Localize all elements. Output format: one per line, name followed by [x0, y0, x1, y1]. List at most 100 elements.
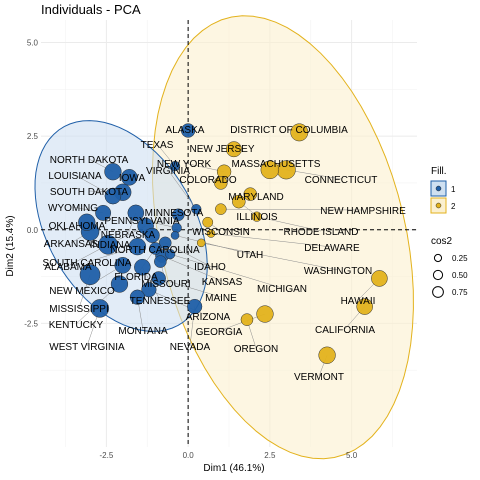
label-kansas: KANSAS: [202, 277, 243, 288]
point-south-carolina: [128, 237, 147, 256]
x-axis-title: Dim1 (46.1%): [203, 463, 264, 474]
point-new-mexico: [114, 257, 132, 274]
reference-lines: [41, 20, 417, 447]
label-maryland: MARYLAND: [228, 192, 283, 203]
label-louisiana: LOUISIANA: [48, 171, 102, 182]
y-tick-label: 0.0: [27, 226, 39, 235]
legend-fill-title: Fill.: [431, 166, 447, 177]
label-leader: [158, 278, 222, 298]
label-rhode-island: RHODE ISLAND: [283, 227, 358, 238]
label-colorado: COLORADO: [179, 175, 236, 186]
label-tennessee: TENNESSEE: [130, 296, 191, 307]
label-leader: [167, 169, 197, 210]
label-arkansas: ARKANSAS: [44, 239, 99, 250]
point-maryland: [243, 187, 258, 201]
legend-size-label: 0.75: [452, 288, 468, 297]
x-tick-label: 0.0: [183, 451, 195, 460]
label-west-virginia: WEST VIRGINIA: [49, 342, 125, 353]
point-idaho: [158, 236, 172, 250]
point-nebraska: [127, 204, 145, 222]
point-district-of-columbia: [290, 123, 309, 142]
label-montana: MONTANA: [118, 326, 168, 337]
label-missouri: MISSOURI: [141, 279, 190, 290]
point-utah: [170, 231, 180, 240]
label-new-hampshire: NEW HAMPSHIRE: [320, 206, 406, 217]
label-maine: MAINE: [205, 293, 237, 304]
label-illinois: ILLINOIS: [236, 212, 277, 223]
legend-label-1: 1: [451, 185, 456, 194]
legend-key-dot-1: [435, 185, 442, 192]
point-illinois: [232, 194, 246, 209]
point-nevada: [187, 298, 203, 315]
label-new-york: NEW YORK: [157, 159, 212, 170]
label-washington: WASHINGTON: [304, 266, 372, 277]
x-tick-label: 5.0: [346, 451, 358, 460]
point-alabama: [98, 234, 118, 255]
x-tick-label: -2.5: [99, 451, 113, 460]
point-texas: [169, 160, 181, 172]
label-hawaii: HAWAII: [341, 296, 376, 307]
point-rhode-island: [251, 211, 262, 222]
point-oklahoma: [78, 213, 96, 231]
data-points: [78, 123, 388, 364]
point-north-carolina: [144, 227, 160, 243]
label-idaho: IDAHO: [194, 262, 226, 273]
legend-label-2: 2: [451, 202, 456, 211]
label-minnesota: MINNESOTA: [145, 208, 204, 219]
label-michigan: MICHIGAN: [257, 284, 307, 295]
label-oregon: OREGON: [234, 344, 278, 355]
point-iowa: [120, 169, 138, 186]
label-massachusetts: MASSACHUSETTS: [232, 159, 321, 170]
legend-size-key: [433, 253, 443, 263]
point-florida: [149, 242, 162, 255]
label-arizona: ARIZONA: [186, 312, 231, 323]
point-alaska: [180, 123, 196, 138]
point-louisiana: [104, 187, 122, 205]
point-oregon: [240, 313, 254, 326]
label-oklahoma: OKLAHOMA: [49, 221, 106, 232]
point-wisconsin: [202, 216, 214, 228]
label-delaware: DELAWARE: [304, 243, 360, 254]
point-michigan: [165, 249, 176, 260]
label-mississippi: MISSISSIPPI: [49, 304, 108, 315]
point-wyoming: [95, 204, 112, 221]
label-leader: [86, 246, 138, 263]
label-leader: [165, 242, 211, 267]
point-georgia: [256, 305, 274, 323]
point-north-dakota: [104, 163, 122, 181]
legend-key-dot-2: [435, 202, 442, 209]
point-missouri: [154, 255, 167, 268]
label-leader: [161, 255, 223, 282]
ellipse-group-2: [151, 15, 414, 460]
label-leader: [170, 253, 283, 289]
point-new-hampshire: [215, 203, 227, 215]
label-leader: [201, 242, 339, 271]
point-montana: [129, 289, 146, 305]
label-new-mexico: NEW MEXICO: [49, 286, 115, 297]
chart-title: Individuals - PCA: [41, 2, 141, 17]
point-west-virginia: [90, 299, 110, 318]
label-texas: TEXAS: [141, 140, 174, 151]
legend-size-key: [432, 269, 444, 281]
point-massachusetts: [260, 160, 280, 180]
point-kentucky: [110, 275, 129, 293]
label-california: CALIFORNIA: [315, 325, 375, 336]
point-virginia: [191, 204, 202, 215]
point-minnesota: [172, 208, 185, 222]
point-arizona: [141, 282, 157, 298]
y-tick-label: -2.5: [24, 319, 38, 328]
y-tick-label: 2.5: [27, 132, 39, 141]
point-maine: [151, 271, 166, 286]
legend-size-label: 0.50: [452, 271, 468, 280]
y-axis-ticks: 5.0 2.5 0.0 -2.5: [24, 38, 38, 328]
label-nevada: NEVADA: [170, 342, 211, 353]
y-tick-label: 5.0: [27, 38, 39, 47]
x-tick-label: 2.5: [264, 451, 276, 460]
point-mississippi: [79, 264, 101, 286]
point-hawaii: [371, 270, 388, 287]
label-leader: [256, 216, 322, 232]
label-nebraska: NEBRASKA: [101, 230, 156, 241]
legend-size-items: 0.25 0.50 0.75: [432, 253, 468, 298]
label-new-jersey: NEW JERSEY: [189, 144, 254, 155]
